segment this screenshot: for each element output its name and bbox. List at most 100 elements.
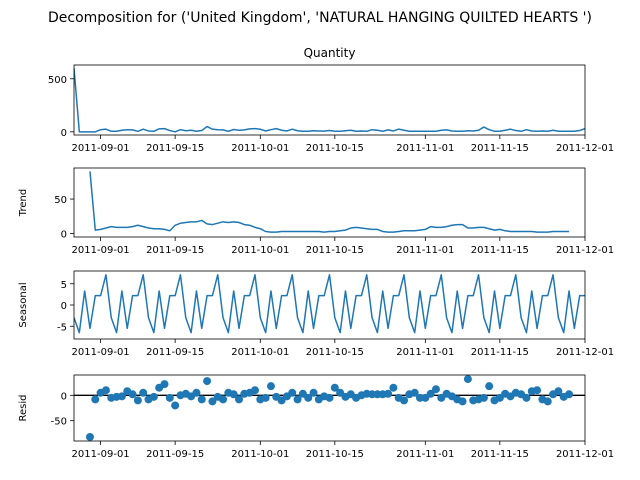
resid-point: [288, 388, 297, 397]
resid-point: [565, 390, 574, 399]
resid-point: [133, 396, 142, 405]
x-tick-label: 2011-09-15: [146, 245, 204, 256]
x-tick-label: 2011-11-15: [471, 347, 529, 358]
x-tick-label: 2011-10-15: [306, 449, 364, 460]
figure-suptitle: Decomposition for ('United Kingdom', 'NA…: [48, 10, 592, 26]
y-tick-label: 50: [54, 195, 67, 206]
resid-point: [197, 395, 206, 404]
resid-point: [522, 393, 531, 402]
x-tick-label: 2011-09-01: [72, 347, 130, 358]
resid-point: [266, 382, 275, 391]
subplot-1: 0 500 2011-09-01 2011-09-15 2011-10-01 2011-1…: [48, 46, 614, 154]
plot-area: [74, 274, 585, 334]
resid-point: [165, 393, 174, 402]
x-tick-label: 2011-10-15: [306, 347, 364, 358]
resid-point: [330, 383, 339, 392]
subplot-2: 0 50 2011-09-01 2011-09-15 2011-10-01 2011-10…: [18, 167, 614, 256]
x-tick-label: 2011-09-15: [146, 143, 204, 154]
resid-point: [554, 387, 563, 396]
y-tick-label: 0: [61, 128, 67, 139]
x-tick-label: 2011-10-01: [231, 143, 289, 154]
axes-frame: [73, 270, 586, 340]
x-tick-label: 2011-10-01: [231, 245, 289, 256]
plot-area: [74, 375, 585, 441]
resid-point: [384, 389, 393, 398]
y-axis-label: Trend: [18, 189, 29, 217]
x-tick-label: 2011-09-01: [72, 143, 130, 154]
x-tick-label: 2011-10-15: [306, 245, 364, 256]
x-tick-label: 2011-09-01: [72, 449, 130, 460]
resid-point: [463, 375, 472, 384]
x-tick-label: 2011-12-01: [556, 245, 614, 256]
x-tick-label: 2011-11-15: [471, 245, 529, 256]
x-tick-label: 2011-11-01: [396, 347, 454, 358]
y-tick-label: -50: [51, 417, 67, 428]
resid-point: [250, 386, 259, 395]
resid-point: [208, 397, 217, 406]
resid-point: [203, 377, 212, 386]
resid-point: [325, 393, 334, 402]
subplot-title: Quantity: [304, 46, 356, 60]
y-tick-label: 0: [61, 301, 67, 312]
resid-point: [229, 390, 238, 399]
resid-point: [485, 382, 494, 391]
plot-area: [89, 171, 570, 233]
y-tick-label: 0: [61, 391, 67, 402]
x-tick-label: 2011-11-01: [396, 245, 454, 256]
resid-point: [160, 380, 169, 389]
x-tick-label: 2011-09-15: [146, 449, 204, 460]
x-tick-label: 2011-10-01: [231, 347, 289, 358]
resid-point: [117, 392, 126, 401]
y-tick-label: 500: [48, 75, 67, 86]
resid-point: [171, 401, 180, 410]
resid-point: [309, 388, 318, 397]
subplot-4: -50 0 2011-09-01 2011-09-15 2011-10-01 2011-1…: [18, 374, 614, 460]
resid-point: [400, 396, 409, 405]
resid-point: [389, 383, 398, 392]
resid-point: [149, 392, 158, 401]
axes-frame: [73, 374, 586, 442]
resid-point: [304, 393, 313, 402]
resid-point: [479, 393, 488, 402]
x-tick-label: 2011-11-15: [471, 143, 529, 154]
y-tick-label: 5: [61, 280, 67, 291]
y-tick-label: 0: [61, 230, 67, 241]
x-tick-label: 2011-11-01: [396, 449, 454, 460]
subplot-3: -5 0 5 2011-09-01 2011-09-15 2011-10-01 2011-1…: [18, 270, 614, 358]
x-tick-label: 2011-12-01: [556, 347, 614, 358]
x-tick-label: 2011-11-15: [471, 449, 529, 460]
x-tick-label: 2011-12-01: [556, 449, 614, 460]
resid-point: [261, 393, 270, 402]
resid-point: [219, 395, 228, 404]
x-tick-label: 2011-09-15: [146, 347, 204, 358]
x-tick-label: 2011-09-01: [72, 245, 130, 256]
series-line: [74, 274, 585, 334]
resid-point: [139, 388, 148, 397]
x-tick-label: 2011-11-01: [396, 143, 454, 154]
resid-point: [91, 395, 100, 404]
x-tick-label: 2011-10-15: [306, 143, 364, 154]
y-axis-label: Seasonal: [18, 282, 29, 327]
resid-point: [293, 395, 302, 404]
resid-point: [543, 397, 552, 406]
resid-point: [85, 432, 94, 441]
resid-point: [410, 388, 419, 397]
axes-frame: [73, 64, 586, 136]
resid-point: [458, 397, 467, 406]
resid-point: [431, 385, 440, 394]
y-axis-label: Resid: [18, 395, 29, 422]
axes-frame: [73, 167, 586, 238]
resid-point: [128, 390, 137, 399]
x-tick-label: 2011-12-01: [556, 143, 614, 154]
series-line: [74, 68, 585, 133]
resid-point: [101, 386, 110, 395]
series-line: [89, 171, 570, 233]
y-tick-label: -5: [57, 322, 67, 333]
resid-point: [533, 386, 542, 395]
resid-point: [192, 388, 201, 397]
resid-point: [426, 389, 435, 398]
resid-point: [235, 395, 244, 404]
plot-area: [74, 68, 585, 133]
